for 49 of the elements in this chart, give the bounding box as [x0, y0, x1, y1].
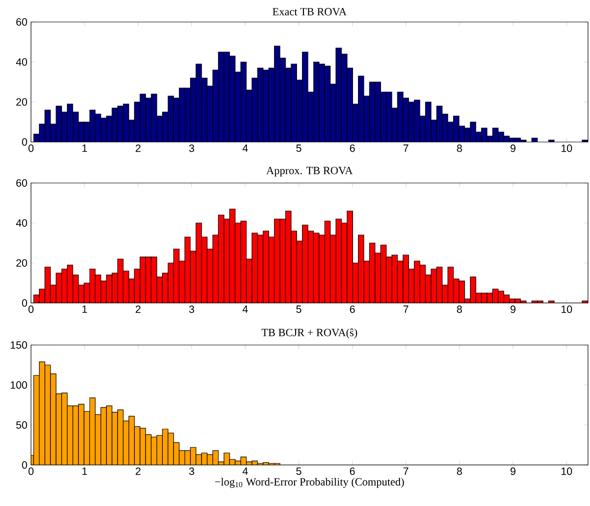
x-tick-label: 4: [242, 468, 248, 475]
x-tick-label: 2: [136, 468, 140, 475]
x-tick-label: 1: [82, 306, 87, 313]
x-tick-label: 8: [456, 468, 462, 475]
x-tick-label: 7: [404, 306, 408, 313]
x-tick-label: 1: [82, 468, 87, 475]
x-tick-label: 9: [510, 144, 516, 152]
x-tick-label: 0: [28, 144, 34, 152]
x-tick-label: 6: [350, 468, 355, 475]
x-tick-label: 6: [350, 144, 355, 152]
y-tick-label: 60: [16, 18, 28, 26]
y-tick-label: 20: [16, 98, 28, 106]
y-tick-label: 0: [22, 461, 28, 469]
y-tick-label: 0: [22, 299, 28, 307]
x-tick-label: 3: [189, 306, 194, 313]
x-tick-label: 10: [562, 468, 572, 475]
x-tick-label: 6: [350, 306, 355, 313]
x-tick-label: 7: [404, 468, 408, 475]
x-tick-label: 3: [189, 144, 194, 152]
y-tick-label: 40: [16, 219, 28, 227]
x-tick-label: 0: [28, 468, 34, 475]
x-tick-label: 9: [510, 306, 516, 313]
chart-title: TB BCJR + ROVA(ŝ): [262, 328, 358, 338]
y-tick-label: 40: [16, 58, 28, 66]
x-tick-label: 10: [562, 144, 572, 152]
x-tick-label: 4: [242, 306, 248, 313]
y-tick-label: 20: [16, 259, 28, 267]
y-tick-label: 100: [10, 381, 28, 389]
y-tick-label: 150: [10, 341, 28, 349]
x-tick-label: 7: [404, 144, 408, 152]
x-tick-label: 9: [510, 468, 516, 475]
x-tick-label: 1: [82, 144, 87, 152]
x-tick-label: 10: [562, 306, 572, 313]
x-tick-label: 4: [242, 144, 248, 152]
x-tick-label: 5: [296, 144, 302, 152]
y-tick-label: 50: [16, 421, 28, 429]
chart-title: Exact TB ROVA: [272, 8, 347, 16]
x-tick-label: 5: [296, 468, 302, 475]
x-tick-label: 0: [28, 306, 34, 313]
x-tick-label: 2: [136, 306, 140, 313]
x-tick-label: 8: [456, 144, 462, 152]
y-tick-label: 60: [16, 179, 28, 187]
x-tick-label: 3: [189, 468, 194, 475]
chart-title: Approx. TB ROVA: [266, 166, 353, 176]
x-tick-label: 5: [296, 306, 302, 313]
x-tick-label: 8: [456, 306, 462, 313]
y-tick-label: 0: [22, 138, 28, 146]
x-tick-label: 2: [136, 144, 140, 152]
x-axis-title: −log$_{10}$ Word-Error Probability (Computed): [215, 478, 404, 488]
